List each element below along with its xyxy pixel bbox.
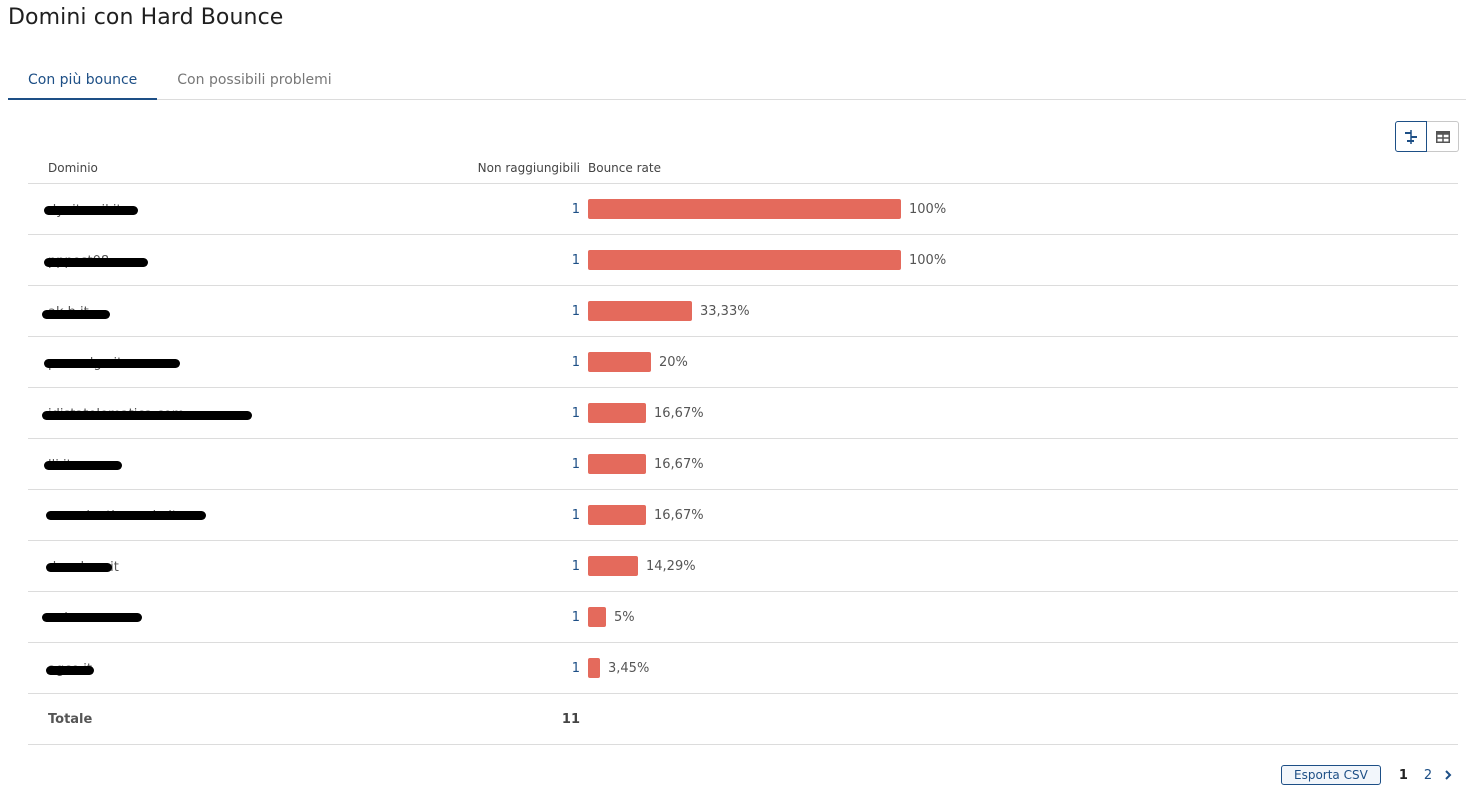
redaction-mark	[46, 511, 206, 520]
bounce-rate-cell: 100%	[580, 250, 1458, 270]
table-row: p.......dgo.it 1 20%	[28, 337, 1458, 388]
bounce-rate-label: 14,29%	[646, 558, 696, 574]
table-row: dynitmail.it 1 100%	[28, 184, 1458, 235]
table-row: idistatelematica.com 1 16,67%	[28, 388, 1458, 439]
redaction-mark	[46, 666, 94, 675]
total-value: 11	[561, 711, 580, 727]
domain-cell: agco.it	[28, 643, 428, 693]
redaction-mark	[42, 411, 252, 420]
table-row: pppost08 1 100%	[28, 235, 1458, 286]
domain-cell: p.......dgo.it	[28, 337, 428, 387]
bounce-rate-label: 33,33%	[700, 303, 750, 319]
table-row: denelsca.it 1 14,29%	[28, 541, 1458, 592]
bounce-rate-label: 16,67%	[654, 456, 704, 472]
table-total-row: Totale 11	[28, 694, 1458, 745]
unreachable-count[interactable]: 1	[571, 405, 580, 421]
page-1-link[interactable]: 1	[1398, 767, 1408, 783]
unreachable-count[interactable]: 1	[571, 558, 580, 574]
bounce-rate-bar	[588, 454, 646, 474]
next-page-button[interactable]	[1444, 769, 1452, 781]
table-view-button[interactable]	[1427, 121, 1459, 152]
bounce-rate-label: 100%	[909, 201, 947, 217]
chart-view-button[interactable]	[1395, 121, 1427, 152]
chevron-right-icon	[1445, 770, 1452, 780]
table-footer: Esporta CSV 1 2	[1281, 765, 1452, 785]
domain-cell: lli.it	[28, 439, 428, 489]
bounce-rate-cell: 16,67%	[580, 505, 1458, 525]
bounce-rate-label: 5%	[614, 609, 635, 625]
unreachable-count[interactable]: 1	[571, 609, 580, 625]
total-label: Totale	[48, 711, 93, 727]
unreachable-count[interactable]: 1	[571, 354, 580, 370]
domain-cell: denelsca.it	[28, 541, 428, 591]
bounce-rate-label: 16,67%	[654, 405, 704, 421]
redaction-mark	[46, 563, 112, 572]
domain-cell: dynitmail.it	[28, 184, 428, 234]
export-csv-button[interactable]: Esporta CSV	[1281, 765, 1381, 785]
redaction-mark	[44, 206, 138, 215]
bounce-rate-bar	[588, 250, 901, 270]
unreachable-count[interactable]: 1	[571, 660, 580, 676]
bounce-rate-cell: 14,29%	[580, 556, 1458, 576]
unreachable-count[interactable]: 1	[571, 456, 580, 472]
bounce-rate-bar	[588, 403, 646, 423]
chart-view-icon	[1405, 129, 1417, 144]
bounce-rate-bar	[588, 352, 651, 372]
unreachable-count[interactable]: 1	[571, 303, 580, 319]
unreachable-count[interactable]: 1	[571, 252, 580, 268]
tab-most-bounces[interactable]: Con più bounce	[8, 62, 158, 100]
bounce-rate-bar	[588, 505, 646, 525]
domain-cell: idistatelematica.com	[28, 388, 428, 438]
bounce-rate-cell: 16,67%	[580, 454, 1458, 474]
bounce-rate-bar	[588, 607, 606, 627]
bounce-rate-label: 16,67%	[654, 507, 704, 523]
bounce-rate-cell: 20%	[580, 352, 1458, 372]
bounce-rate-bar	[588, 199, 901, 219]
header-bounce-rate[interactable]: Bounce rate	[588, 160, 661, 175]
unreachable-count[interactable]: 1	[571, 201, 580, 217]
domain-cell: pppost08	[28, 235, 428, 285]
bounce-rate-cell: 16,67%	[580, 403, 1458, 423]
view-toggle	[1395, 121, 1459, 152]
bounce-rate-cell: 5%	[580, 607, 1458, 627]
table-row: nel.com 1 5%	[28, 592, 1458, 643]
domain-cell: nel.com	[28, 592, 428, 642]
table-row: ak.b.it 1 33,33%	[28, 286, 1458, 337]
bounce-rate-bar	[588, 556, 638, 576]
tab-bar: Con più bounce Con possibili problemi	[8, 62, 1466, 100]
table-row: consulenti.monda.it 1 16,67%	[28, 490, 1458, 541]
tab-possible-problems[interactable]: Con possibili problemi	[177, 72, 332, 88]
redaction-mark	[42, 310, 110, 319]
bounce-rate-bar	[588, 658, 600, 678]
redaction-mark	[44, 359, 180, 368]
redaction-mark	[44, 461, 122, 470]
bounce-rate-bar	[588, 301, 692, 321]
bounce-table: Dominio Non raggiungibili Bounce rate dy…	[28, 152, 1458, 745]
bounce-rate-cell: 3,45%	[580, 658, 1458, 678]
bounce-rate-label: 100%	[909, 252, 947, 268]
bounce-rate-cell: 100%	[580, 199, 1458, 219]
table-view-icon	[1435, 130, 1450, 143]
bounce-rate-label: 20%	[659, 354, 688, 370]
redaction-mark	[44, 258, 148, 267]
domain-cell: consulenti.monda.it	[28, 490, 428, 540]
bounce-rate-cell: 33,33%	[580, 301, 1458, 321]
page-title: Domini con Hard Bounce	[8, 5, 284, 30]
table-row: agco.it 1 3,45%	[28, 643, 1458, 694]
table-row: lli.it 1 16,67%	[28, 439, 1458, 490]
unreachable-count[interactable]: 1	[571, 507, 580, 523]
table-header: Dominio Non raggiungibili Bounce rate	[28, 152, 1458, 184]
header-domain[interactable]: Dominio	[48, 160, 98, 175]
page-2-link[interactable]: 2	[1423, 767, 1433, 783]
redaction-mark	[42, 613, 142, 622]
header-unreachable[interactable]: Non raggiungibili	[477, 160, 580, 175]
bounce-rate-label: 3,45%	[608, 660, 650, 676]
domain-cell: ak.b.it	[28, 286, 428, 336]
